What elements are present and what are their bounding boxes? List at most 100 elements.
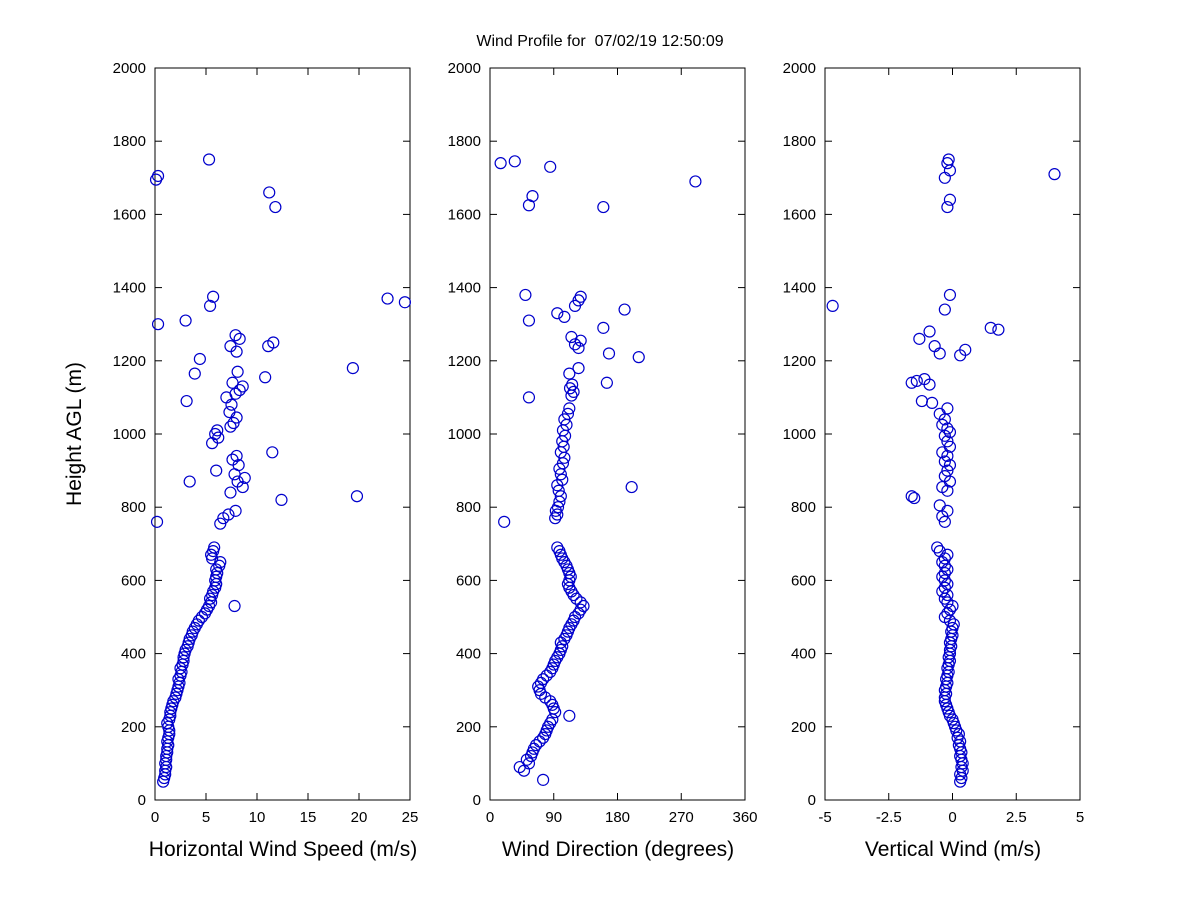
data-point-marker xyxy=(180,394,193,408)
data-point-marker xyxy=(558,310,571,323)
data-point-marker xyxy=(925,396,939,409)
y-tick-label: 1000 xyxy=(448,426,481,443)
data-point-marker xyxy=(561,407,575,420)
data-point-marker xyxy=(923,325,936,338)
data-point-marker xyxy=(381,292,394,305)
data-point-marker xyxy=(1048,168,1061,181)
data-point-marker xyxy=(498,515,511,528)
data-point-marker xyxy=(526,190,539,203)
data-point-marker xyxy=(508,155,521,168)
y-tick-label: 600 xyxy=(121,572,146,589)
data-point-marker xyxy=(522,391,536,404)
data-point-marker xyxy=(597,321,610,334)
data-point-marker xyxy=(236,380,249,393)
data-point-marker xyxy=(231,365,244,378)
data-point-marker xyxy=(941,577,954,591)
data-point-marker xyxy=(941,402,954,415)
x-axis-label-wind-direction: Wind Direction (degrees) xyxy=(501,838,735,861)
y-tick-label: 200 xyxy=(121,719,146,736)
y-tick-label: 0 xyxy=(138,792,146,809)
data-point-marker xyxy=(943,288,957,302)
y-tick-label: 2000 xyxy=(448,60,481,77)
data-point-marker xyxy=(574,596,587,609)
data-point-marker xyxy=(566,378,579,391)
data-point-marker xyxy=(928,340,941,353)
data-point-marker xyxy=(224,420,237,433)
data-point-marker xyxy=(494,157,507,170)
data-point-marker xyxy=(597,200,610,214)
data-point-marker xyxy=(259,371,272,384)
y-tick-label: 200 xyxy=(456,719,481,736)
data-point-marker xyxy=(226,453,239,466)
y-tick-label: 600 xyxy=(456,572,481,589)
x-tick-label: 5 xyxy=(1076,809,1084,826)
data-point-marker xyxy=(941,435,954,448)
data-point-marker xyxy=(625,480,638,494)
y-tick-label: 1600 xyxy=(113,206,146,223)
data-point-marker xyxy=(203,299,217,312)
data-point-marker xyxy=(211,424,224,437)
y-tick-label: 1000 xyxy=(783,426,816,443)
data-point-marker xyxy=(537,773,550,786)
x-axis-label-horizontal-wind-speed: Horizontal Wind Speed (m/s) xyxy=(148,838,418,861)
data-point-marker xyxy=(941,464,954,477)
data-point-marker xyxy=(179,314,192,327)
data-point-marker xyxy=(941,607,954,620)
subplot-0: 0 5 10 15 20 25 0 200 400 600 800 1000 1200 1400 1600 1… xyxy=(113,60,419,826)
data-point-marker xyxy=(908,491,921,505)
data-point-marker xyxy=(563,367,576,380)
data-point-marker xyxy=(918,373,931,386)
data-point-marker xyxy=(224,486,237,499)
y-tick-label: 800 xyxy=(791,499,816,516)
x-tick-label: 270 xyxy=(669,809,694,826)
data-point-marker xyxy=(826,299,839,312)
data-point-marker xyxy=(266,446,279,459)
y-tick-label: 1200 xyxy=(448,353,481,370)
data-point-marker xyxy=(574,290,587,303)
data-point-marker xyxy=(938,469,951,483)
data-point-marker xyxy=(618,303,631,316)
y-tick-label: 400 xyxy=(791,646,816,663)
x-tick-label: 0 xyxy=(486,809,494,826)
x-axis-label-vertical-wind: Vertical Wind (m/s) xyxy=(864,838,1042,861)
data-point-marker xyxy=(229,504,242,517)
data-point-marker xyxy=(263,186,276,199)
y-tick-label: 1000 xyxy=(113,426,146,443)
data-point-marker xyxy=(943,193,957,206)
data-point-marker xyxy=(943,440,957,453)
data-point-marker xyxy=(938,303,951,316)
data-point-marker xyxy=(350,490,364,503)
data-point-marker xyxy=(933,499,946,512)
data-point-marker xyxy=(952,728,965,741)
subplot-1: 0 90 180 270 360 0 200 400 600 800 1000 1200 1400 160… xyxy=(448,60,758,826)
data-point-marker xyxy=(552,484,565,497)
y-tick-label: 1800 xyxy=(448,133,481,150)
data-point-marker xyxy=(208,541,221,554)
data-point-marker xyxy=(233,332,246,345)
x-tick-label: -5 xyxy=(818,809,831,826)
y-tick-label: 1800 xyxy=(783,133,816,150)
data-point-marker xyxy=(942,153,955,166)
y-tick-label: 600 xyxy=(791,572,816,589)
data-point-marker xyxy=(689,175,702,188)
x-tick-label: 360 xyxy=(732,809,757,826)
data-point-marker xyxy=(905,490,918,503)
data-point-marker xyxy=(195,610,209,624)
data-point-marker xyxy=(346,362,359,375)
y-tick-label: 2000 xyxy=(783,60,816,77)
data-point-marker xyxy=(938,592,951,605)
x-tick-label: 180 xyxy=(605,809,630,826)
data-point-marker xyxy=(572,341,585,355)
x-tick-label: 2.5 xyxy=(1006,809,1027,826)
data-point-marker xyxy=(947,618,960,631)
y-tick-label: 1400 xyxy=(448,280,481,297)
data-point-marker xyxy=(151,318,165,331)
data-point-marker xyxy=(229,329,242,342)
data-point-marker xyxy=(519,288,532,302)
y-tick-label: 200 xyxy=(791,719,816,736)
data-point-marker xyxy=(267,336,280,349)
data-point-marker xyxy=(943,164,957,177)
x-tick-label: 20 xyxy=(351,809,368,826)
data-point-marker xyxy=(931,541,944,554)
